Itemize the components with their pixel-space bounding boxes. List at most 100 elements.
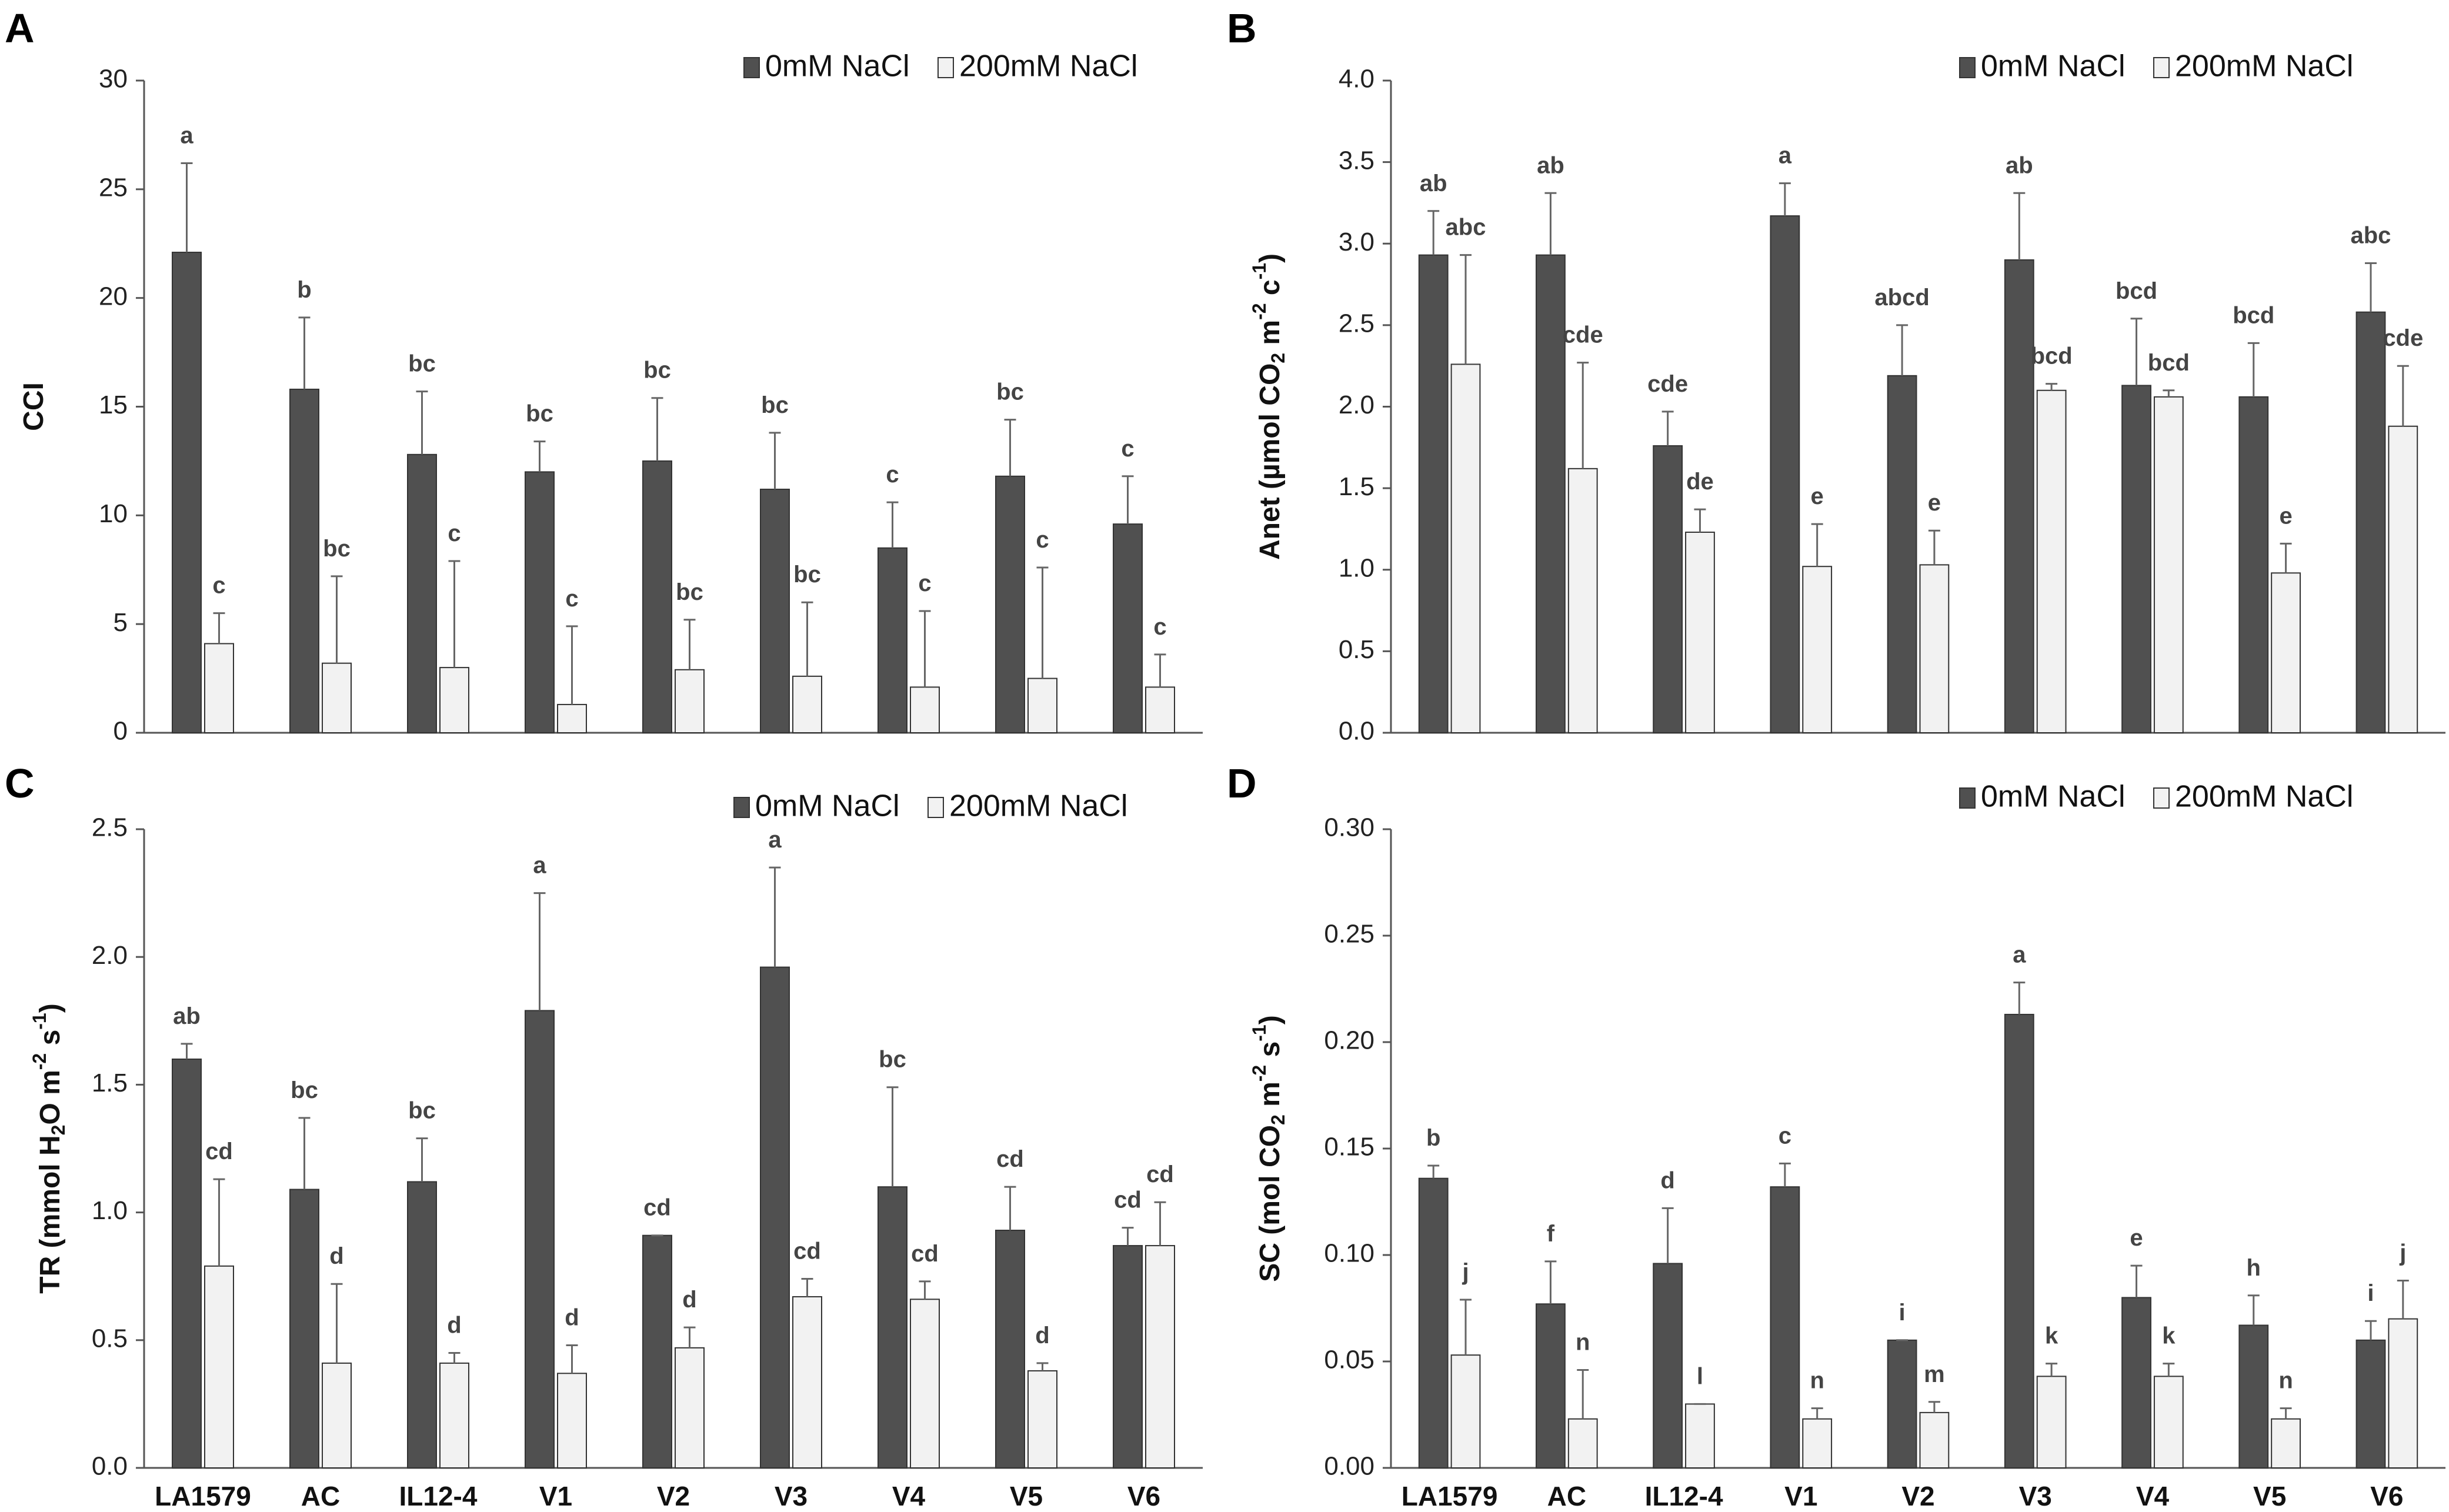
significance-letter: bc	[761, 392, 789, 418]
bar-control	[1770, 1186, 1800, 1469]
x-category-label: IL12-4	[399, 1481, 478, 1511]
significance-letter: d	[1660, 1167, 1674, 1193]
bar-salt	[2036, 389, 2067, 733]
legend-swatch	[927, 797, 944, 818]
y-tick-label: 0.5	[1339, 635, 1374, 664]
y-tick-label: 0.20	[1324, 1026, 1374, 1055]
significance-letter: abc	[1446, 215, 1486, 241]
significance-letter: cd	[1114, 1187, 1142, 1213]
x-category-label: V4	[2136, 1481, 2170, 1511]
significance-letter: d	[1035, 1323, 1049, 1349]
significance-letter: ab	[1420, 171, 1447, 196]
significance-letter: n	[1810, 1368, 1824, 1394]
bar-control	[1653, 445, 1683, 733]
y-tick-label: 0.0	[92, 1452, 128, 1481]
significance-letter: bcd	[2148, 350, 2190, 376]
significance-letter: bcd	[2031, 343, 2073, 369]
significance-letter: c	[886, 462, 899, 488]
significance-letter: n	[2278, 1368, 2293, 1394]
y-tick-label: 0.5	[92, 1324, 128, 1353]
significance-letter: abcd	[1874, 285, 1929, 311]
x-category-label: IL12-4	[1645, 1481, 1723, 1511]
bar-salt	[2153, 1376, 2184, 1469]
significance-letter: c	[1153, 614, 1166, 640]
significance-letter: a	[768, 827, 782, 853]
y-axis-label-part: 2	[48, 1125, 69, 1136]
significance-letter: j	[1462, 1259, 1469, 1285]
bar-salt	[322, 1362, 352, 1468]
legend-swatch	[937, 57, 954, 78]
bar-salt	[1919, 564, 1950, 733]
chart-panel-c: C 0.0 0.5 1.0 1.5 2.0 2.5 TR (mmol H2O m-2 s-1)…	[5, 760, 1203, 1511]
bar-control	[2121, 385, 2151, 733]
significance-letter: de	[1686, 469, 1714, 495]
significance-letter: e	[1811, 483, 1824, 509]
significance-letter: c	[565, 586, 578, 612]
y-tick-label: 30	[99, 65, 128, 94]
x-category-label: AC	[301, 1481, 340, 1511]
bar-salt	[322, 662, 352, 733]
y-tick-label: 0.15	[1324, 1133, 1374, 1161]
significance-letter: cde	[1563, 322, 1603, 348]
y-axis-label-part: 2	[1267, 353, 1289, 363]
bar-salt	[1145, 1245, 1175, 1469]
legend-label: 200mM NaCl	[959, 49, 1137, 84]
bar-control	[2355, 1339, 2386, 1469]
legend-label: 0mM NaCl	[765, 49, 910, 84]
significance-letter: bc	[408, 351, 436, 377]
bar-salt	[1802, 1418, 1833, 1468]
y-tick-label: 3.0	[1339, 228, 1374, 256]
legend: 0mM NaCl 200mM NaCl	[733, 789, 1127, 823]
bar-control	[172, 252, 202, 733]
bar-salt	[1802, 566, 1833, 734]
legend: 0mM NaCl 200mM NaCl	[1959, 49, 2353, 84]
bar-salt	[1027, 1370, 1057, 1468]
bar-control	[407, 1181, 437, 1469]
x-category-label: V1	[1784, 1481, 1817, 1511]
significance-letter: d	[447, 1313, 461, 1339]
bar-salt	[910, 686, 940, 733]
legend-swatch	[2153, 57, 2170, 78]
bar-control	[877, 547, 907, 733]
significance-letter: j	[2399, 1240, 2406, 1266]
bar-control	[2238, 396, 2269, 733]
significance-letter: c	[1036, 527, 1049, 553]
bar-control	[1113, 1245, 1143, 1469]
bar-salt	[439, 667, 469, 733]
legend-label: 200mM NaCl	[2175, 780, 2353, 814]
significance-letter: n	[1576, 1329, 1590, 1355]
significance-letter: c	[212, 573, 225, 599]
significance-letter: bc	[996, 379, 1024, 405]
legend-label: 200mM NaCl	[2175, 49, 2353, 84]
y-axis-label-part: -1	[1249, 263, 1270, 279]
significance-letter: k	[2045, 1323, 2058, 1349]
y-tick-label: 4.0	[1339, 65, 1374, 94]
significance-letter: c	[448, 520, 461, 546]
bar-control	[525, 1010, 555, 1468]
y-axis-label-part: -2	[29, 1053, 50, 1070]
bar-control	[642, 460, 672, 734]
bar-control	[1887, 375, 1917, 733]
y-tick-label: 0	[114, 717, 128, 746]
y-axis-label-part: )	[1254, 253, 1286, 263]
significance-letter: bc	[408, 1098, 436, 1124]
bar-control	[2238, 1324, 2269, 1468]
legend-swatch	[733, 797, 750, 818]
bar-control	[760, 488, 790, 733]
bar-salt	[557, 703, 587, 734]
significance-letter: cd	[996, 1146, 1024, 1172]
bar-control	[877, 1186, 907, 1469]
y-axis-label-part: Anet (µmol CO	[1254, 363, 1286, 560]
bar-control	[1653, 1263, 1683, 1468]
panel-letter: D	[1227, 760, 1257, 806]
x-category-label: AC	[1547, 1481, 1586, 1511]
x-category-label: V3	[2019, 1481, 2052, 1511]
y-axis-label: TR (mmol H2O m-2 s-1)	[29, 1003, 69, 1293]
bar-control	[995, 1230, 1025, 1469]
y-tick-label: 15	[99, 390, 128, 419]
bar-control	[2121, 1297, 2151, 1468]
significance-letter: c	[1779, 1123, 1791, 1149]
legend-swatch	[1959, 787, 1976, 809]
